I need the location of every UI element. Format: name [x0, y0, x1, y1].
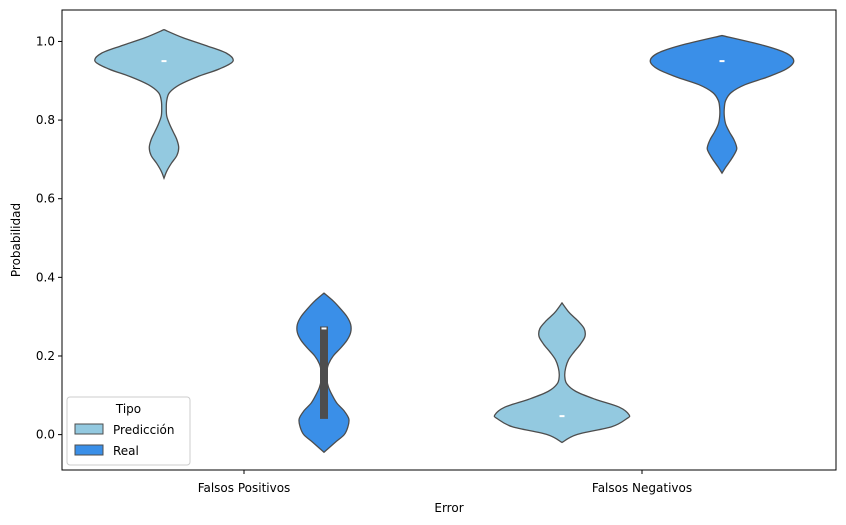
- y-tick-label: 0.2: [36, 349, 55, 363]
- violin-quartile-box: [320, 326, 328, 419]
- y-axis-title: Probabilidad: [9, 203, 23, 277]
- legend-label: Predicción: [113, 423, 175, 437]
- violin-real-falsos-negativos: [649, 34, 795, 175]
- violin-median-marker: [719, 60, 725, 63]
- legend: Tipo Predicción Real: [66, 396, 191, 466]
- y-tick-label: 0.0: [36, 428, 55, 442]
- violin-median-marker: [321, 327, 327, 330]
- legend-swatch: [74, 444, 104, 456]
- inner-box-layer: [161, 60, 725, 419]
- x-axis-title: Error: [434, 501, 463, 515]
- legend-title: Tipo: [115, 402, 141, 416]
- violin-prediccion-falsos-positivos: [94, 28, 234, 181]
- y-tick-label: 0.6: [36, 192, 55, 206]
- y-tick-label: 0.4: [36, 270, 55, 284]
- y-tick-label: 1.0: [36, 34, 55, 48]
- x-tick-label: Falsos Negativos: [592, 481, 692, 495]
- y-axis: 0.0 0.2 0.4 0.6 0.8 1.0: [36, 34, 62, 442]
- legend-swatch: [74, 423, 104, 435]
- legend-label: Real: [113, 444, 139, 458]
- x-tick-label: Falsos Positivos: [198, 481, 291, 495]
- violins-layer: [94, 28, 795, 454]
- violin-prediccion-falsos-negativos: [493, 301, 631, 444]
- violin-median-marker: [161, 60, 167, 63]
- violin-median-marker: [559, 415, 565, 418]
- y-tick-label: 0.8: [36, 113, 55, 127]
- x-axis: Falsos Positivos Falsos Negativos: [198, 470, 692, 495]
- plot-frame: [61, 9, 837, 471]
